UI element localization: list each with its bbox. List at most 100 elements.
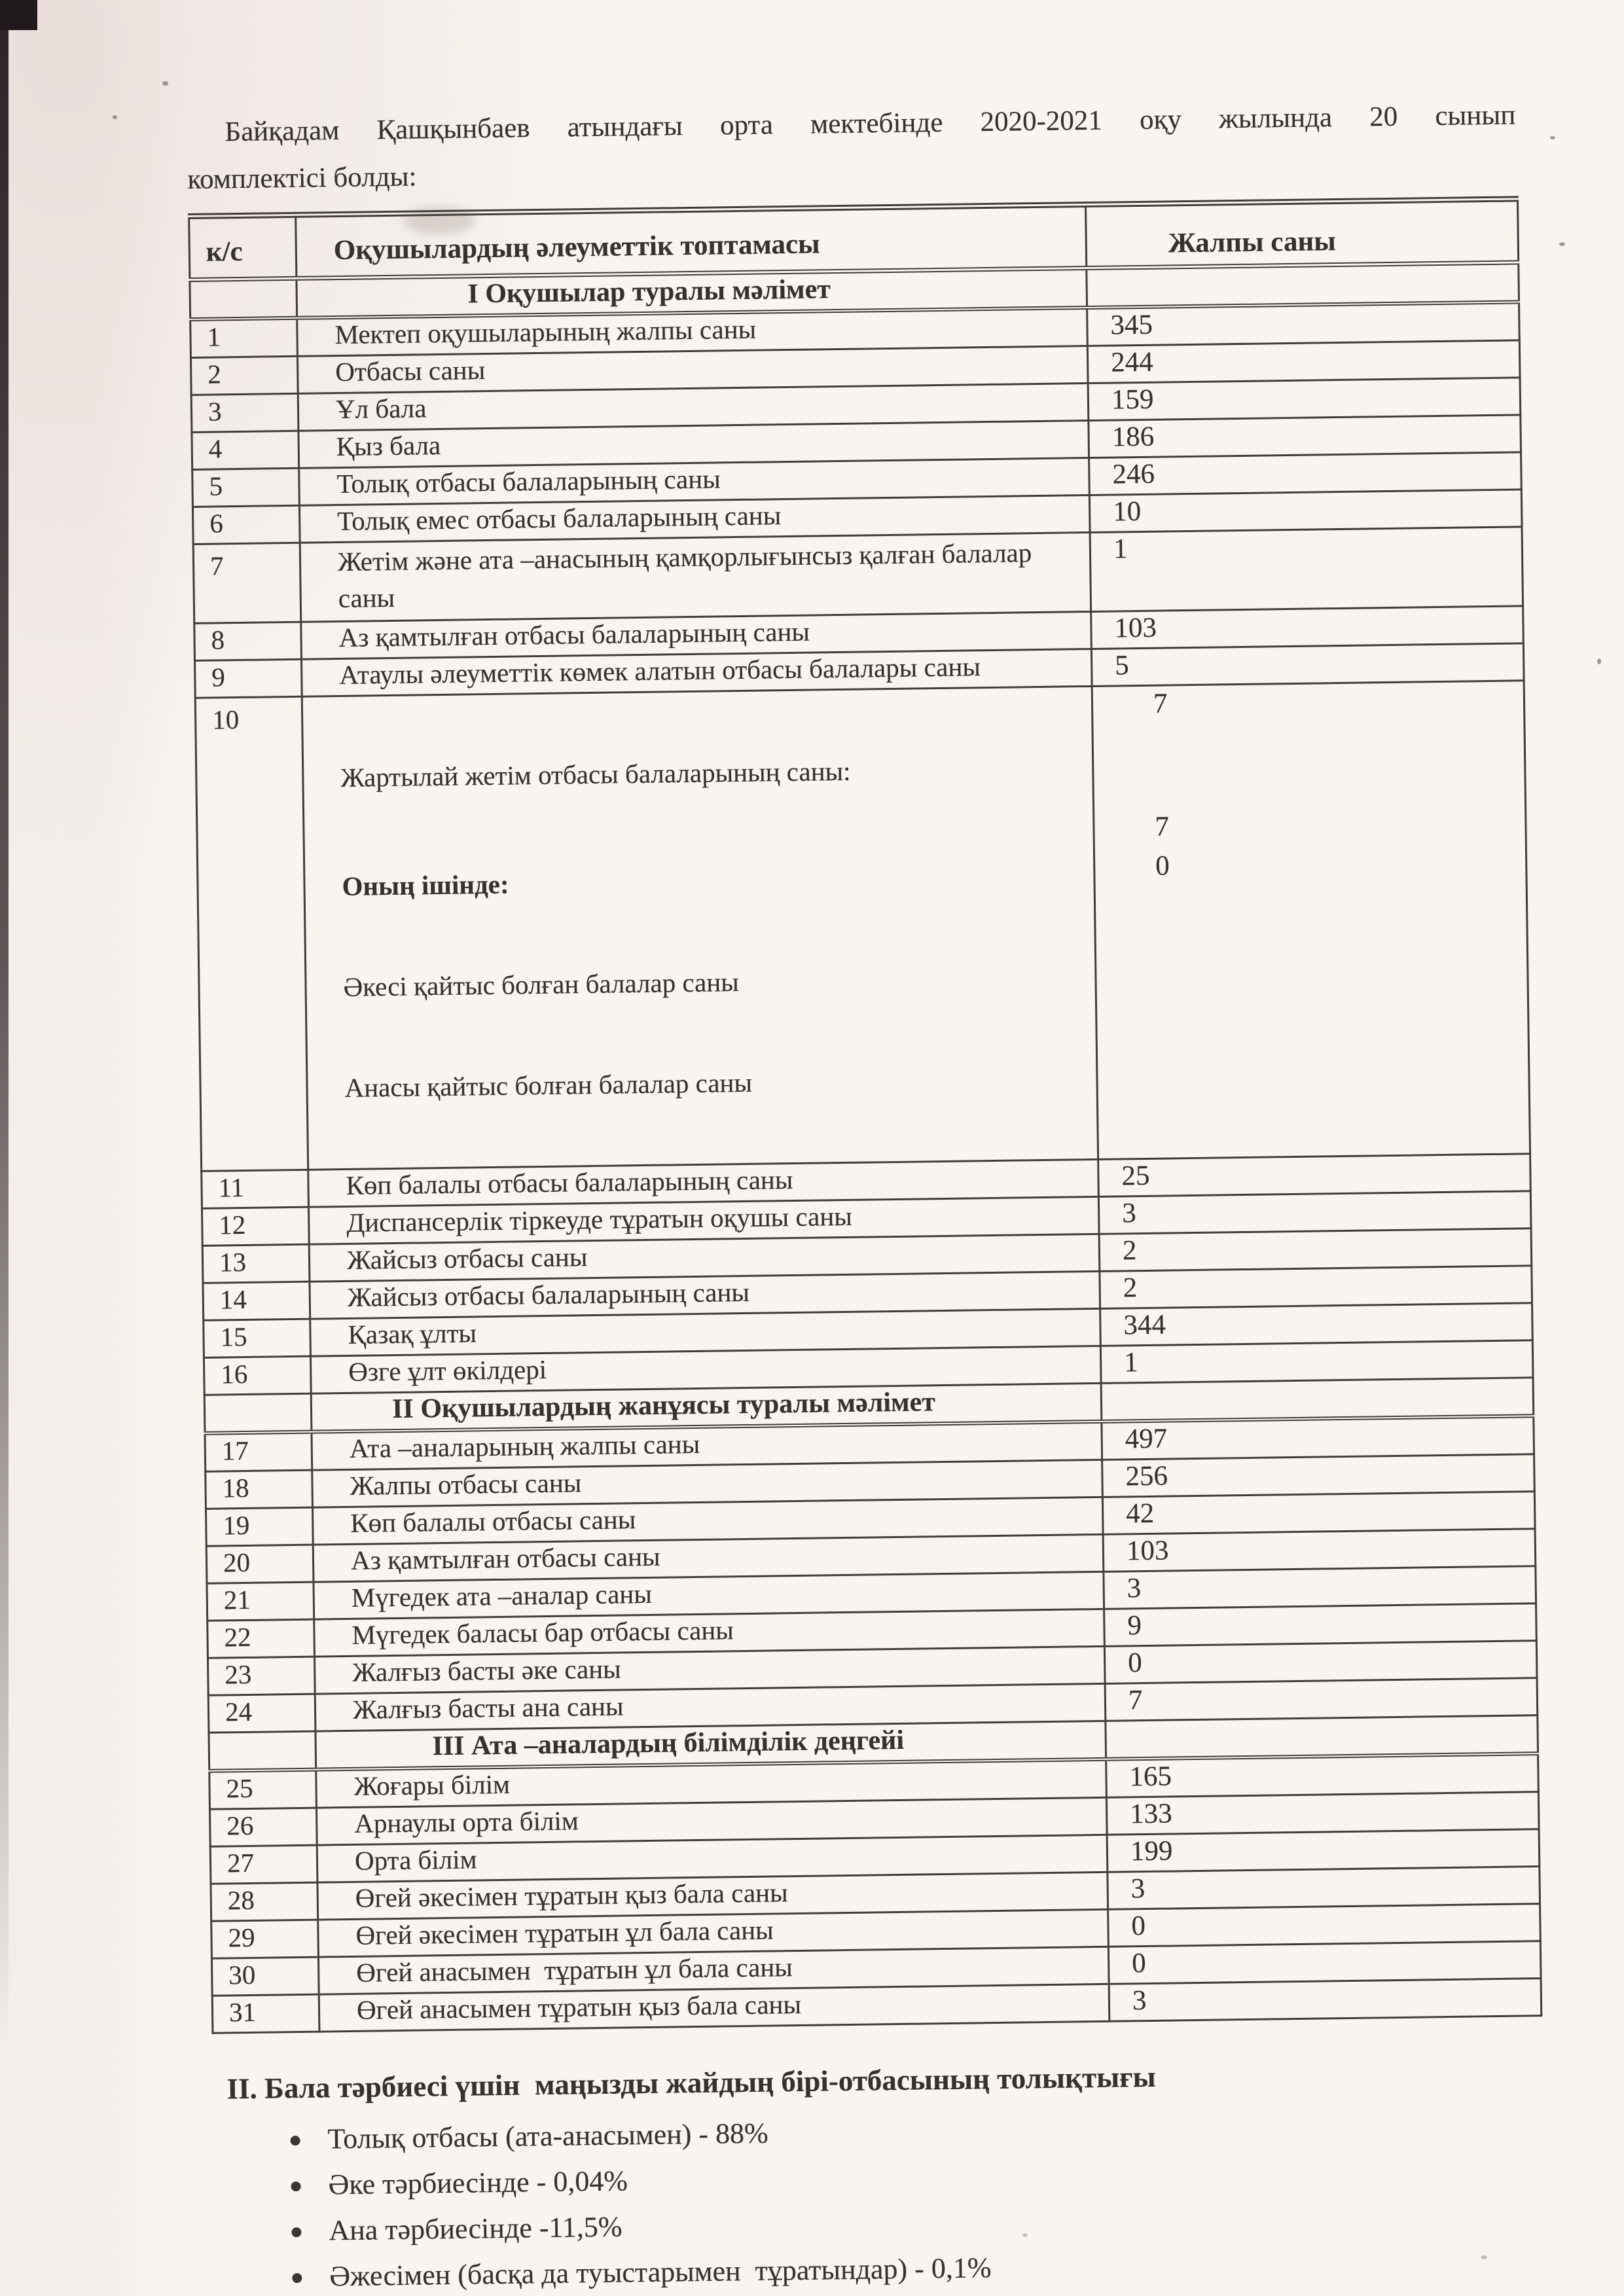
scan-smudge (403, 207, 475, 234)
list-item: Әке тәрбиесінде - 0,04% (291, 2154, 1542, 2200)
row-value: 165 (1106, 1753, 1539, 1798)
row-number: 24 (208, 1694, 316, 1733)
scan-speck (162, 81, 168, 86)
bullet-icon (291, 2181, 301, 2192)
row-number: 20 (206, 1545, 314, 1584)
row-value: 345 (1087, 302, 1520, 346)
row-number: 28 (210, 1882, 318, 1922)
row-number: 1 (190, 317, 298, 358)
row-number: 7 (193, 543, 301, 624)
row-value: 0 (1108, 1903, 1541, 1947)
scan-speck (1559, 242, 1565, 246)
section-empty-value (1086, 262, 1519, 308)
list-item-text: Әке тәрбиесінде - 0,04% (328, 2164, 628, 2201)
section-empty-cell (189, 278, 297, 319)
row10-value: 7 (1153, 688, 1168, 719)
row-value: 3 (1103, 1566, 1536, 1609)
row-number: 9 (194, 659, 302, 698)
row-number: 18 (205, 1470, 313, 1509)
row-value: 5 (1091, 643, 1525, 687)
scan-speck (1597, 658, 1601, 664)
row-number: 5 (192, 468, 300, 507)
row-value: 103 (1103, 1528, 1536, 1572)
row10-sub-value: 0 (1155, 850, 1170, 882)
row-number: 17 (204, 1431, 312, 1472)
row-value: 0 (1104, 1640, 1538, 1684)
list-item: Ана тәрбиесінде -11,5% (291, 2200, 1543, 2246)
statistics-table-wrap: к/с Оқушылардың әлеуметтік топтамасы Жал… (188, 196, 1543, 2034)
header-total-column: Жалпы саны (1085, 198, 1519, 268)
row-value: 246 (1089, 452, 1522, 495)
row-label-group: Жартылай жетім отбасы балаларының саны: … (302, 686, 1098, 1170)
row-value: 7 (1105, 1677, 1538, 1721)
row-label: Жетім және ата –анасының қамқорлығынсыз … (300, 532, 1091, 622)
list-item: Жалғыз балалы отбасы – 9,2% (293, 2291, 1544, 2296)
row-value: 2 (1099, 1265, 1532, 1309)
row-number: 15 (203, 1319, 311, 1358)
row-number: 3 (191, 393, 298, 433)
row-value: 159 (1088, 377, 1521, 421)
row-value: 9 (1104, 1603, 1537, 1647)
row-number: 30 (211, 1957, 319, 1996)
row-number: 10 (195, 696, 308, 1172)
row-value: 497 (1101, 1416, 1534, 1460)
row-value: 0 (1108, 1941, 1542, 1984)
table-row-10: 10 Жартылай жетім отбасы балаларының сан… (195, 680, 1530, 1172)
row-number: 19 (206, 1507, 314, 1547)
row-number: 25 (209, 1769, 317, 1810)
row-value: 25 (1098, 1153, 1531, 1197)
row-value: 10 (1089, 489, 1523, 533)
row-value: 186 (1088, 414, 1521, 458)
list-item: Әжесімен (басқа да туыстарымен тұратында… (292, 2246, 1543, 2292)
section-empty-value (1101, 1377, 1534, 1422)
row-value-group: 7 7 0 (1092, 680, 1530, 1160)
row10-sub-heading: Оның ішінде: (342, 869, 509, 901)
row10-sub-label: Анасы қайтыс болған балалар саны (344, 1067, 753, 1103)
list-item-text: Әжесімен (басқа да туыстарымен тұратында… (329, 2251, 992, 2293)
row-number: 2 (190, 356, 298, 395)
row-number: 21 (206, 1582, 314, 1621)
row10-sub-value: 7 (1155, 811, 1170, 842)
statistics-table: к/с Оқушылардың әлеуметтік топтамасы Жал… (188, 196, 1543, 2034)
row-number: 14 (202, 1282, 310, 1321)
row-number: 4 (191, 431, 299, 470)
row-value: 3 (1098, 1191, 1532, 1234)
list-item-text: Толық отбасы (ата-анасымен) - 88% (327, 2117, 768, 2155)
row-value: 256 (1102, 1454, 1535, 1498)
bullet-icon (290, 2135, 300, 2146)
row-value: 1 (1100, 1340, 1534, 1384)
scan-speck (113, 115, 117, 119)
section-empty-cell (204, 1393, 312, 1433)
row-value: 1 (1090, 526, 1523, 612)
row-number: 23 (208, 1657, 316, 1696)
bullet-icon (292, 2272, 302, 2284)
row-value: 3 (1107, 1866, 1540, 1910)
header-number-column: к/с (189, 215, 297, 280)
section-empty-value (1105, 1715, 1538, 1759)
row-number: 13 (202, 1244, 310, 1283)
row-number: 31 (212, 1994, 319, 2034)
family-bullet-list: Толық отбасы (ата-анасымен) - 88% Әке тә… (213, 2108, 1545, 2296)
scanner-corner-mark (0, 0, 37, 30)
row-value: 42 (1102, 1491, 1536, 1535)
row-number: 8 (194, 622, 302, 661)
row-value: 344 (1100, 1302, 1533, 1346)
row-number: 27 (210, 1845, 317, 1884)
list-item-text: Ана тәрбиесінде -11,5% (329, 2210, 623, 2247)
scan-speck (1022, 2233, 1028, 2237)
scanner-edge-shadow (0, 0, 9, 2134)
row-value: 2 (1099, 1228, 1532, 1272)
section-empty-cell (208, 1731, 316, 1771)
list-item: Толық отбасы (ата-анасымен) - 88% (290, 2108, 1542, 2155)
row-value: 103 (1091, 605, 1524, 649)
row-value: 199 (1107, 1829, 1540, 1873)
family-section-heading: II. Бала тәрбиесі үшін маңызды жайдың бі… (226, 2060, 1157, 2106)
bullet-icon (291, 2227, 302, 2238)
scan-speck (1481, 2255, 1487, 2259)
row-number: 6 (192, 505, 300, 545)
row-value: 244 (1087, 340, 1521, 384)
row10-main-label: Жартылай жетім отбасы балаларының саны: (340, 755, 851, 793)
header-category-column: Оқушылардың әлеуметтік топтамасы (295, 204, 1087, 279)
row-number: 11 (201, 1170, 309, 1209)
